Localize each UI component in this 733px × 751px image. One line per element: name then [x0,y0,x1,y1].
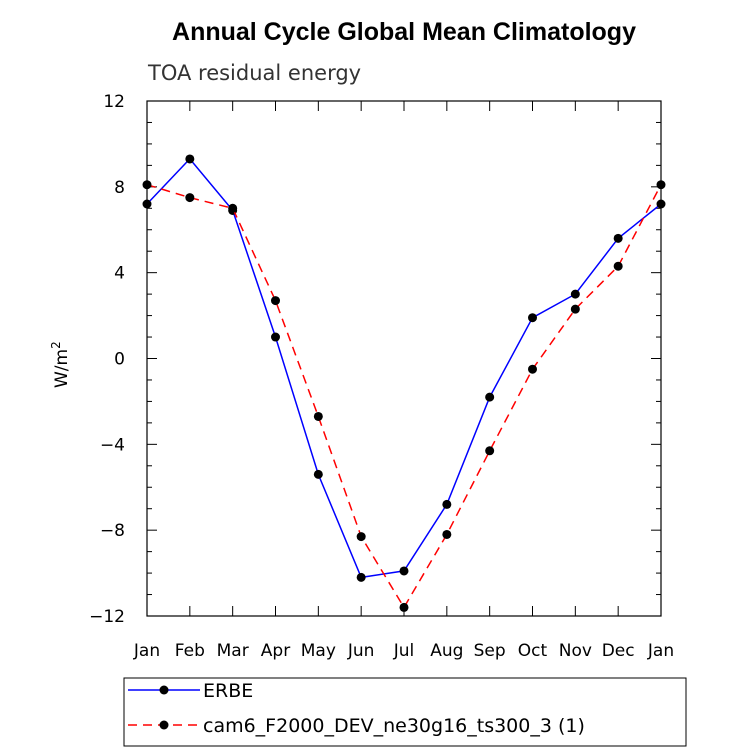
series-2-point [570,304,580,314]
plot-frame [146,100,662,617]
series-2-point [399,602,409,612]
y-tick-label: 4 [114,264,125,284]
x-tick-label: Sep [474,641,506,661]
x-tick-label: Jun [347,641,375,661]
series-2-point [142,180,152,190]
series-1-point [656,199,666,209]
series-2-point [271,296,280,306]
legend: ERBE cam6_F2000_DEV_ne30g16_ts300_3 (1) [123,677,687,747]
series-1-point [570,289,580,299]
y-axis-label-text: W/m [52,349,72,388]
series-2-point [442,529,452,539]
series-2-point [528,364,537,374]
series-1-point [313,469,323,479]
legend-marker-1 [159,685,169,695]
series-2-point [228,203,238,213]
series-2-point [356,532,366,542]
series-1-point [356,572,366,582]
series-2-point [613,261,623,271]
y-tick-label: 0 [114,350,125,370]
legend-label-2: cam6_F2000_DEV_ne30g16_ts300_3 (1) [203,715,585,737]
y-tick-label: −8 [100,521,125,541]
series-1-point [442,499,452,509]
series-1-point [399,566,409,576]
series-1-point [528,313,537,323]
series-1-point [485,392,495,402]
series-line-2 [146,183,662,609]
series-line-1 [146,157,662,579]
series-1-point [613,233,623,243]
x-tick-label: Aug [430,641,463,661]
x-tick-label: Apr [261,641,290,661]
y-tick-label: 12 [103,92,125,112]
chart-subtitle: TOA residual energy [147,61,361,85]
legend-label-1: ERBE [203,680,253,702]
series-2-point [485,446,495,456]
plot-area [142,154,666,612]
x-tick-label: May [301,641,336,661]
axes: 12 8 4 0 −4 −8 −12 Jan Feb Mar Apr May Jun Jul Aug Sep O… [89,92,674,661]
y-tick-label: −12 [89,607,125,627]
x-tick-label: Jan [647,641,674,661]
series-2-point [313,411,323,421]
x-tick-label: Mar [217,641,249,661]
series-1-point [185,154,195,164]
x-tick-label: Jan [133,641,160,661]
legend-box [123,677,687,747]
series-2-point [185,193,195,203]
x-tick-label: Oct [518,641,548,661]
x-tick-label: Jul [393,641,415,661]
y-axis-label-superscript: 2 [49,341,63,349]
series-1-point [271,332,280,342]
series-1-point [142,199,152,209]
x-tick-label: Feb [175,641,205,661]
x-tick-label: Nov [559,641,592,661]
y-tick-label: −4 [100,435,125,455]
series-2-point [656,180,666,190]
chart-title: Annual Cycle Global Mean Climatology [172,18,636,46]
x-tick-label: Dec [602,641,635,661]
legend-marker-2 [159,720,169,730]
y-axis-label: W/m2 [49,341,72,388]
y-tick-label: 8 [114,178,125,198]
